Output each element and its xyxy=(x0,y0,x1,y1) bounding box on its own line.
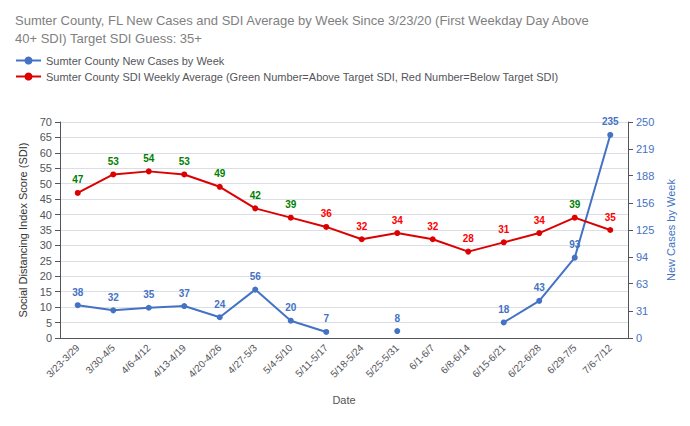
svg-text:156: 156 xyxy=(636,197,654,209)
svg-text:5/18-5/24: 5/18-5/24 xyxy=(328,342,366,380)
svg-text:4/13-4/19: 4/13-4/19 xyxy=(151,342,189,380)
svg-text:Sumter County New Cases by Wee: Sumter County New Cases by Week xyxy=(46,55,225,67)
svg-text:93: 93 xyxy=(569,239,581,250)
svg-text:32: 32 xyxy=(356,221,368,232)
svg-text:5/11-5/17: 5/11-5/17 xyxy=(293,342,330,379)
svg-text:7: 7 xyxy=(323,313,329,324)
svg-text:188: 188 xyxy=(636,170,654,182)
svg-text:42: 42 xyxy=(250,190,262,201)
svg-text:5/25-5/31: 5/25-5/31 xyxy=(364,342,402,380)
svg-text:7/6-7/12: 7/6-7/12 xyxy=(580,342,614,376)
svg-text:20: 20 xyxy=(285,302,297,313)
svg-text:0: 0 xyxy=(46,332,52,344)
svg-text:63: 63 xyxy=(636,278,648,290)
svg-text:25: 25 xyxy=(40,255,52,267)
svg-text:Sumter County SDI Weekly Avera: Sumter County SDI Weekly Average (Green … xyxy=(46,71,558,83)
svg-text:5/4-5/10: 5/4-5/10 xyxy=(261,342,295,376)
svg-text:38: 38 xyxy=(72,287,84,298)
svg-text:6/29-7/5: 6/29-7/5 xyxy=(545,342,579,376)
svg-text:47: 47 xyxy=(72,174,84,185)
svg-text:125: 125 xyxy=(636,224,654,236)
svg-text:43: 43 xyxy=(534,282,546,293)
svg-text:34: 34 xyxy=(392,215,404,226)
svg-text:32: 32 xyxy=(427,221,439,232)
svg-text:6/8-6/14: 6/8-6/14 xyxy=(438,342,472,376)
svg-text:35: 35 xyxy=(605,212,617,223)
svg-text:3/23-3/29: 3/23-3/29 xyxy=(44,342,82,380)
svg-text:4/20-4/26: 4/20-4/26 xyxy=(186,342,224,380)
svg-text:39: 39 xyxy=(569,199,581,210)
svg-text:56: 56 xyxy=(250,271,262,282)
svg-text:53: 53 xyxy=(108,156,120,167)
svg-text:32: 32 xyxy=(108,292,120,303)
svg-text:4/27-5/3: 4/27-5/3 xyxy=(225,342,259,376)
svg-text:49: 49 xyxy=(214,168,226,179)
svg-text:6/22-6/28: 6/22-6/28 xyxy=(506,342,544,380)
svg-text:15: 15 xyxy=(40,286,52,298)
svg-text:235: 235 xyxy=(602,116,619,127)
svg-text:20: 20 xyxy=(40,270,52,282)
svg-text:18: 18 xyxy=(498,304,510,315)
svg-text:39: 39 xyxy=(285,199,297,210)
svg-text:219: 219 xyxy=(636,143,654,155)
svg-text:54: 54 xyxy=(143,153,155,164)
svg-text:Social Distancing Index Score: Social Distancing Index Score (SDI) xyxy=(17,143,29,318)
svg-text:3/30-4/5: 3/30-4/5 xyxy=(83,342,117,376)
svg-text:Sumter County, FL New Cases an: Sumter County, FL New Cases and SDI Aver… xyxy=(15,13,589,28)
svg-text:6/15-6/21: 6/15-6/21 xyxy=(470,342,508,380)
svg-text:50: 50 xyxy=(40,178,52,190)
svg-text:53: 53 xyxy=(179,156,191,167)
svg-text:35: 35 xyxy=(143,289,155,300)
svg-text:8: 8 xyxy=(394,313,400,324)
svg-text:30: 30 xyxy=(40,239,52,251)
svg-text:24: 24 xyxy=(214,299,226,310)
svg-text:31: 31 xyxy=(498,224,510,235)
svg-text:70: 70 xyxy=(40,116,52,128)
svg-text:5: 5 xyxy=(46,317,52,329)
svg-text:65: 65 xyxy=(40,131,52,143)
svg-text:0: 0 xyxy=(636,332,642,344)
svg-text:45: 45 xyxy=(40,193,52,205)
svg-text:Date: Date xyxy=(332,394,355,406)
svg-text:37: 37 xyxy=(179,288,191,299)
svg-text:94: 94 xyxy=(636,251,648,263)
svg-text:New Cases by Week: New Cases by Week xyxy=(665,179,677,281)
svg-text:60: 60 xyxy=(40,147,52,159)
svg-text:40: 40 xyxy=(40,209,52,221)
svg-text:31: 31 xyxy=(636,305,648,317)
svg-text:4/6-4/12: 4/6-4/12 xyxy=(119,342,153,376)
svg-text:28: 28 xyxy=(463,233,475,244)
svg-text:34: 34 xyxy=(534,215,546,226)
svg-text:36: 36 xyxy=(321,208,333,219)
svg-text:55: 55 xyxy=(40,162,52,174)
svg-text:40+ SDI) Target SDI Guess: 35+: 40+ SDI) Target SDI Guess: 35+ xyxy=(15,31,202,46)
svg-text:6/1-6/7: 6/1-6/7 xyxy=(407,342,437,372)
svg-text:35: 35 xyxy=(40,224,52,236)
svg-text:250: 250 xyxy=(636,116,654,128)
svg-text:10: 10 xyxy=(40,301,52,313)
